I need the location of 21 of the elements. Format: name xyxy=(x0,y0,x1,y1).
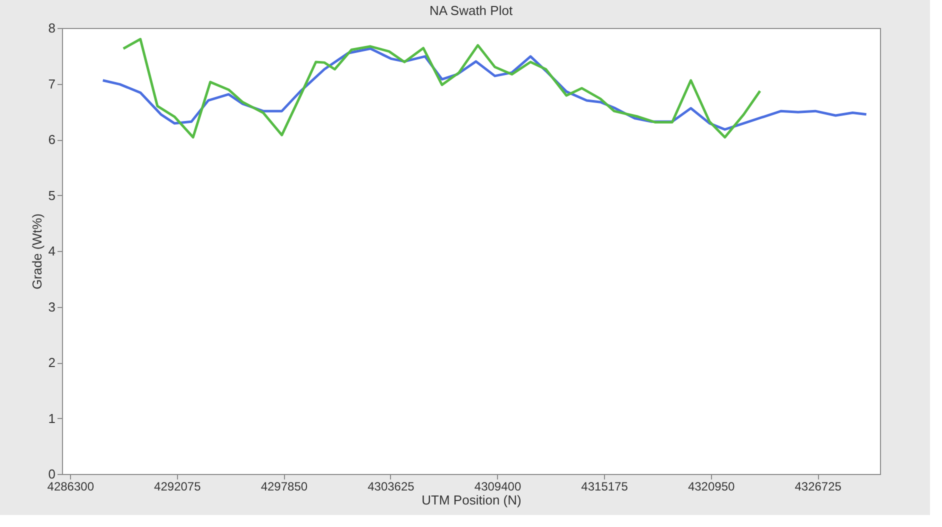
y-tick-label: 5 xyxy=(48,188,56,203)
y-tick-label: 1 xyxy=(48,410,56,426)
x-tick-label: 4309400 xyxy=(474,480,522,494)
y-tick-label: 4 xyxy=(48,244,56,258)
x-axis-title: UTM Position (N) xyxy=(422,492,522,508)
x-tick-label: 4303625 xyxy=(368,480,415,494)
y-tick-label: 3 xyxy=(48,299,56,314)
y-tick-label: 0 xyxy=(48,466,56,482)
x-tick-label: 4297850 xyxy=(260,480,308,494)
y-tick-label: 7 xyxy=(48,76,56,92)
x-tick-label: 4326725 xyxy=(794,480,842,494)
x-tick-label: 4286300 xyxy=(47,480,94,494)
chart-title: NA Swath Plot xyxy=(429,3,513,18)
line-series xyxy=(122,38,762,139)
y-tick-label: 6 xyxy=(48,132,56,147)
x-tick-label: 4320950 xyxy=(688,480,735,494)
x-tick-label: 4315175 xyxy=(581,480,628,494)
y-tick-label: 8 xyxy=(48,20,56,36)
x-tick-label: 4292075 xyxy=(154,480,202,494)
y-axis-title: Grade (Wt%) xyxy=(29,214,44,290)
y-tick-label: 2 xyxy=(48,355,56,370)
